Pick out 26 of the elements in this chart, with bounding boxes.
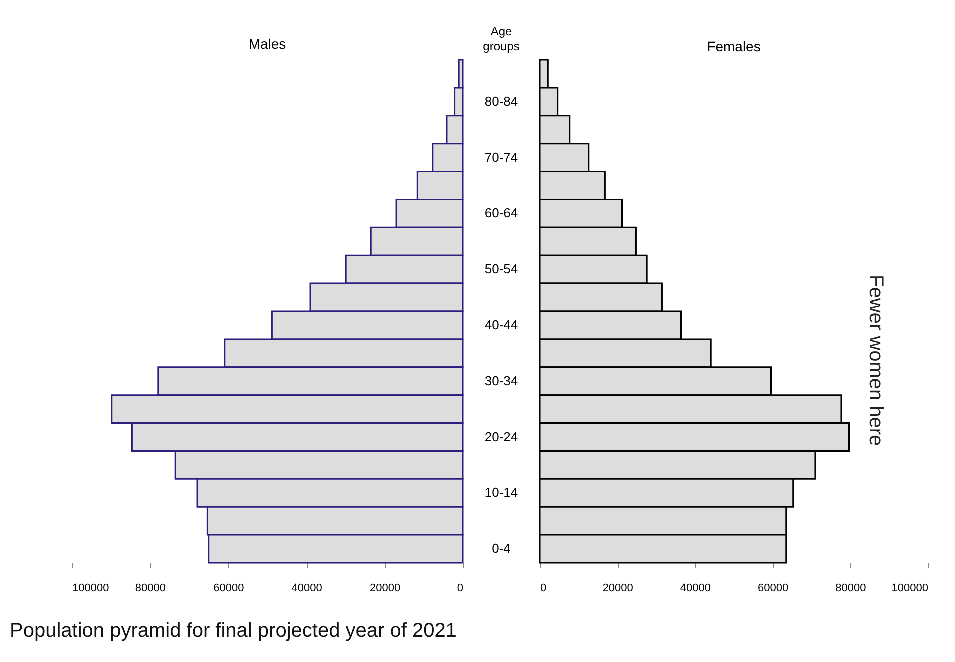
x-tick-label: 100000 [892, 582, 928, 594]
x-tick-label: 100000 [72, 582, 110, 594]
y-tick-label: 60-64 [484, 206, 518, 221]
x-tick-label: 80000 [836, 582, 866, 594]
y-tick-label: 70-74 [484, 150, 518, 165]
x-tick-label: 0 [457, 582, 464, 594]
chart-title: Females [707, 38, 761, 54]
y-tick-label: 10-14 [484, 485, 518, 500]
x-tick-label: 0 [540, 582, 547, 594]
x-tick-label: 20000 [370, 582, 401, 594]
y-tick-label: 80-84 [484, 94, 518, 109]
y-axis-title: Age groups [483, 24, 520, 54]
x-tick-label: 80000 [135, 582, 166, 594]
y-tick-label: 0-4 [492, 541, 511, 556]
y-tick-label: 30-34 [484, 373, 518, 388]
x-tick-label: 40000 [680, 582, 711, 594]
x-tick-label: 20000 [602, 582, 634, 594]
x-tick-label: 60000 [214, 582, 244, 594]
x-tick-label: 60000 [758, 582, 789, 594]
y-tick-label: 40-44 [484, 317, 518, 332]
x-tick-label: 40000 [292, 582, 322, 594]
chart-title: Males [248, 36, 286, 52]
y-tick-label: 20-24 [484, 429, 518, 444]
text: Population pyramid for final projected year of 2021 [10, 620, 457, 643]
y-tick-label: 50-54 [484, 262, 518, 277]
annotation: Fewer women here [864, 275, 887, 446]
